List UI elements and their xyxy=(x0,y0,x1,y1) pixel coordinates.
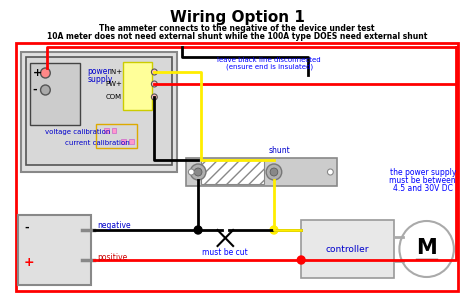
Text: supply: supply xyxy=(87,75,113,85)
Text: The ammeter connects to the negative of the device under test: The ammeter connects to the negative of … xyxy=(99,24,375,33)
Text: Wiring Option 1: Wiring Option 1 xyxy=(170,10,304,25)
Bar xyxy=(301,220,393,278)
Text: M: M xyxy=(416,238,437,258)
Bar xyxy=(26,57,172,165)
Text: +: + xyxy=(33,68,42,78)
Circle shape xyxy=(188,169,194,175)
Text: controller: controller xyxy=(325,244,369,254)
Circle shape xyxy=(151,81,157,87)
Text: 10A meter does not need external shunt while the 100A type DOES need external sh: 10A meter does not need external shunt w… xyxy=(47,32,427,41)
Circle shape xyxy=(400,221,454,277)
Bar xyxy=(96,124,137,148)
Bar xyxy=(16,43,458,291)
Text: -: - xyxy=(24,223,28,233)
Text: (ensure end is insulated): (ensure end is insulated) xyxy=(226,64,313,71)
Circle shape xyxy=(266,164,282,180)
Text: COM: COM xyxy=(106,94,122,100)
Text: current calibration: current calibration xyxy=(65,140,129,146)
Circle shape xyxy=(151,69,157,75)
Bar xyxy=(111,128,117,133)
Bar xyxy=(30,63,81,125)
Circle shape xyxy=(41,85,50,95)
Bar xyxy=(129,139,134,144)
Circle shape xyxy=(297,256,305,264)
Bar xyxy=(121,139,126,144)
Text: positive: positive xyxy=(97,254,127,263)
Circle shape xyxy=(151,94,157,100)
Circle shape xyxy=(328,169,333,175)
Text: must be between: must be between xyxy=(390,176,456,185)
Bar xyxy=(104,128,109,133)
Text: IN+: IN+ xyxy=(109,69,122,75)
Bar xyxy=(21,52,177,172)
Circle shape xyxy=(270,168,278,176)
Text: leave black line disconnected: leave black line disconnected xyxy=(217,57,321,63)
Circle shape xyxy=(194,226,202,234)
Text: the power supply: the power supply xyxy=(390,168,456,177)
Text: 4.5 and 30V DC: 4.5 and 30V DC xyxy=(393,184,453,193)
Bar xyxy=(186,158,337,186)
Bar xyxy=(123,62,152,110)
Text: negative: negative xyxy=(97,221,130,230)
Circle shape xyxy=(191,164,206,180)
Circle shape xyxy=(194,168,202,176)
Text: shunt: shunt xyxy=(269,146,291,155)
Text: PW+: PW+ xyxy=(105,81,122,87)
Bar xyxy=(18,215,91,285)
Text: +: + xyxy=(24,255,35,268)
Text: power: power xyxy=(87,68,111,77)
Circle shape xyxy=(270,226,278,234)
Text: voltage calibration: voltage calibration xyxy=(46,129,111,135)
Text: -: - xyxy=(33,85,37,95)
Bar xyxy=(201,160,264,184)
Text: must be cut: must be cut xyxy=(202,248,248,257)
Circle shape xyxy=(41,68,50,78)
